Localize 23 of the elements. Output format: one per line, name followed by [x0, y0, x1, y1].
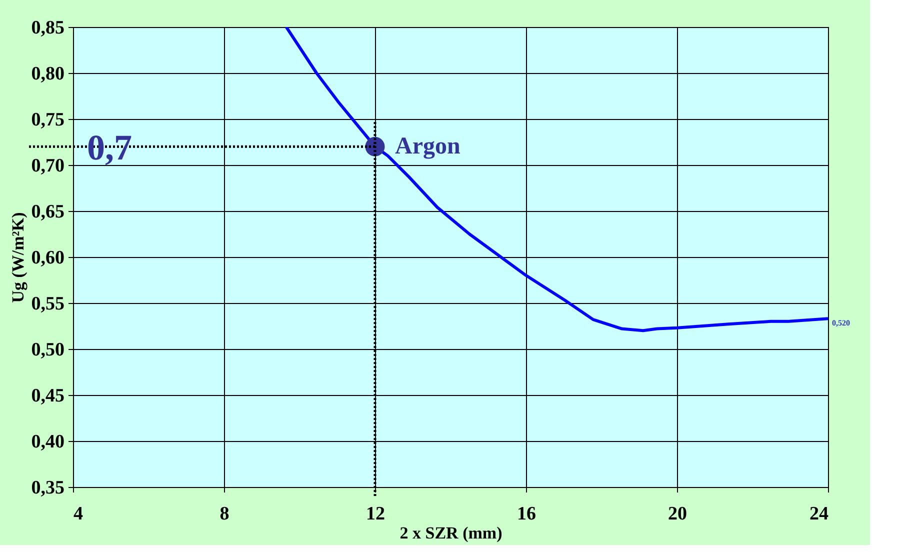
y-tick-label: 0,70	[31, 156, 64, 176]
x-tick-label: 20	[668, 504, 687, 524]
ref-line-label: 0,7	[87, 128, 132, 168]
x-tick-label: 12	[366, 504, 385, 524]
x-tick-label: 16	[517, 504, 536, 524]
y-tick-label: 0,40	[31, 432, 64, 452]
y-tick-label: 0,60	[31, 248, 64, 268]
line-series	[284, 27, 828, 332]
y-tick-label: 0,45	[31, 386, 64, 406]
y-tick-label: 0,35	[31, 478, 64, 498]
x-tick-label: 24	[810, 504, 829, 524]
annotation: 0,520	[832, 318, 850, 328]
y-tick-label: 0,55	[31, 294, 64, 314]
y-tick-label: 0,50	[31, 340, 64, 360]
series-label: Argon	[395, 134, 460, 160]
x-tick-label: 4	[74, 504, 84, 524]
x-axis-title: 2 x SZR (mm)	[400, 524, 502, 542]
x-tick-label: 8	[220, 504, 230, 524]
y-tick-label: 0,65	[31, 202, 64, 222]
y-tick-label: 0,75	[31, 110, 64, 130]
y-tick-label: 0,85	[31, 18, 64, 38]
y-axis-title: Ug (W/m²K)	[8, 212, 28, 303]
y-tick-label: 0,80	[31, 64, 64, 84]
